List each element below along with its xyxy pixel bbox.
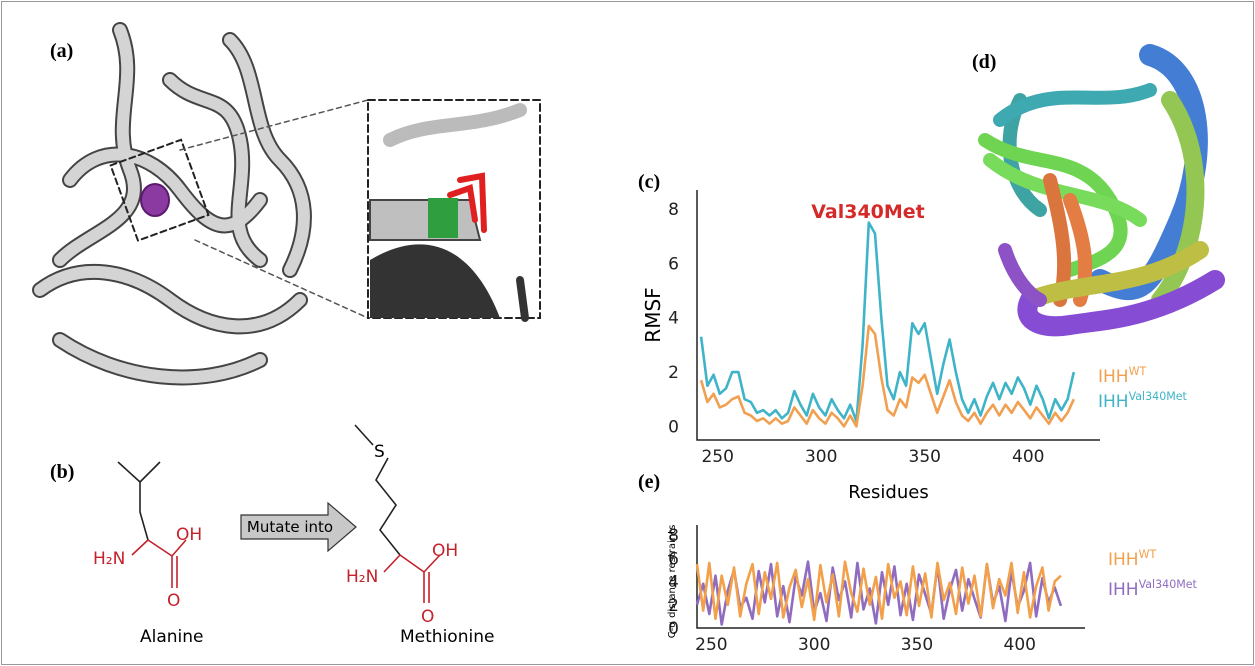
- panel-label: (a): [50, 40, 73, 62]
- molecule-name: Alanine: [140, 627, 204, 647]
- y-tick-label: 4: [668, 309, 679, 329]
- panel-label: (e): [638, 471, 660, 493]
- x-tick-label: 350: [909, 447, 941, 467]
- atom-label: S: [374, 442, 385, 462]
- y-tick-label: 2: [668, 363, 679, 383]
- atom-label: O: [167, 591, 180, 611]
- x-tick-label: 400: [1004, 635, 1036, 655]
- y-tick-label: 8: [668, 526, 679, 546]
- molecule-left: [117, 461, 187, 588]
- axis: [696, 190, 1100, 441]
- atom-label: H₂N: [93, 549, 125, 569]
- arrow-label: Mutate into: [247, 518, 333, 536]
- y-tick-label: 8: [668, 200, 679, 220]
- legend-superscript: WT: [1139, 548, 1157, 561]
- y-tick-label: 0: [668, 417, 679, 437]
- legend-superscript: Val340Met: [1129, 390, 1188, 403]
- ensemble-structure: [978, 44, 1225, 337]
- x-tick-label: 300: [805, 447, 837, 467]
- legend-entry: IHHWT: [1108, 548, 1157, 570]
- legend-superscript: Val340Met: [1139, 578, 1198, 591]
- x-tick-label: 350: [901, 635, 933, 655]
- x-axis-label: Residues: [848, 482, 928, 503]
- legend-name: IHH: [1108, 550, 1139, 570]
- x-tick-label: 250: [695, 635, 727, 655]
- molecule-right: [354, 424, 441, 603]
- legend-entry: IHHVal340Met: [1098, 390, 1188, 412]
- protein-structure: [32, 22, 541, 386]
- y-tick-label: 6: [668, 549, 679, 569]
- legend-name: IHH: [1108, 580, 1139, 600]
- series-line: [699, 324, 1075, 428]
- axis: [696, 525, 1085, 629]
- legend-entry: IHHWT: [1098, 365, 1147, 387]
- molecule-name: Methionine: [400, 627, 494, 647]
- atom-label: H₂N: [346, 567, 378, 587]
- y-axis-label: C-α distance restraints: [667, 525, 678, 639]
- series-line: [695, 560, 1062, 622]
- y-tick-label: 2: [668, 596, 679, 616]
- legend-entry: IHHVal340Met: [1108, 578, 1198, 600]
- x-tick-label: 400: [1012, 447, 1044, 467]
- series-line: [699, 221, 1076, 423]
- x-tick-label: 300: [798, 635, 830, 655]
- y-tick-label: 0: [668, 619, 679, 639]
- legend-name: IHH: [1098, 392, 1129, 412]
- y-axis-label: RMSF: [641, 287, 665, 342]
- y-tick-label: 6: [668, 254, 679, 274]
- panel-label: (b): [50, 461, 74, 483]
- annotation: Val340Met: [811, 201, 925, 223]
- atom-label: O: [421, 607, 434, 627]
- mutation-arrow: [240, 501, 357, 553]
- panel-label: (d): [972, 51, 996, 73]
- legend-superscript: WT: [1129, 365, 1147, 378]
- atom-label: OH: [432, 541, 458, 561]
- legend-name: IHH: [1098, 367, 1129, 387]
- y-tick-label: 4: [668, 573, 679, 593]
- atom-label: OH: [176, 525, 202, 545]
- x-tick-label: 250: [701, 447, 733, 467]
- panel-label: (c): [638, 171, 660, 193]
